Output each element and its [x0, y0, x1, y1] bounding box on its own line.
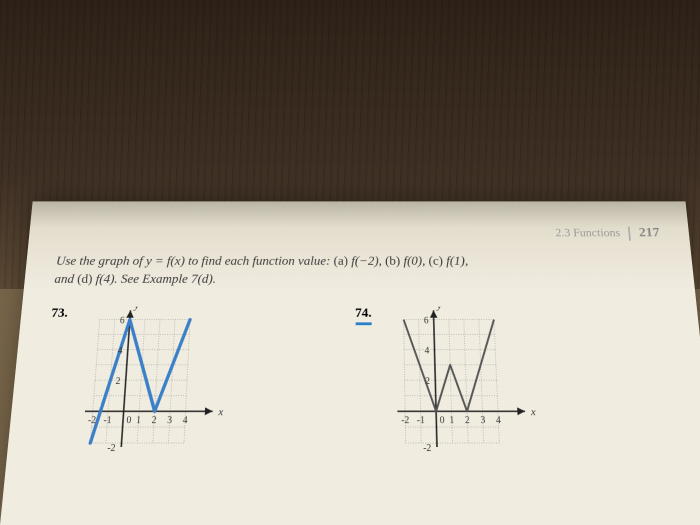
graph-73: -2 -1 0 1 2 3 4 -2 2 4 6	[71, 306, 243, 460]
part-b-value: f(0)	[403, 255, 422, 268]
svg-text:6: 6	[119, 315, 125, 325]
page-number: 217	[638, 226, 660, 240]
part-b-label: (b)	[385, 255, 400, 268]
svg-text:2: 2	[151, 415, 157, 426]
part-c-label: (c)	[428, 255, 443, 268]
svg-text:-2: -2	[423, 442, 431, 453]
header-separator	[628, 227, 631, 241]
svg-text:-2: -2	[401, 415, 409, 426]
instruction-lead: Use the graph of	[56, 255, 147, 268]
instruction-and: and	[54, 273, 78, 287]
svg-text:0: 0	[440, 415, 445, 426]
page-fold-shadow	[30, 201, 688, 227]
svg-text:4: 4	[182, 415, 187, 426]
x-arrow-73	[204, 407, 212, 415]
textbook-page: 2.3 Functions 217 Use the graph of y = f…	[0, 201, 700, 525]
part-c-value: f(1)	[446, 255, 465, 268]
y-arrow-74	[430, 310, 438, 317]
svg-text:1: 1	[135, 415, 141, 426]
x-label-73: x	[217, 406, 223, 418]
problem-73: 73.	[38, 306, 243, 460]
instruction-eq: y = f(x)	[146, 255, 186, 268]
instruction-see: See Example 7(d).	[120, 273, 216, 287]
x-label-74: x	[530, 406, 537, 418]
svg-text:2: 2	[425, 376, 430, 387]
svg-text:6: 6	[424, 315, 429, 325]
section-label: 2.3 Functions	[555, 226, 621, 239]
y-arrow-73	[126, 310, 134, 317]
part-a-label: (a)	[334, 255, 348, 268]
part-d-label: (d)	[77, 273, 93, 287]
svg-text:3: 3	[166, 415, 172, 426]
svg-text:1: 1	[449, 415, 454, 426]
page-header: 2.3 Functions 217	[58, 226, 664, 241]
svg-text:-2: -2	[87, 415, 96, 426]
y-label-73: y	[133, 306, 139, 311]
curve-74	[404, 319, 498, 411]
y-axis-74	[433, 310, 437, 447]
problem-74-number: 74.	[355, 306, 372, 325]
problem-74: 74.	[355, 306, 555, 460]
svg-text:2: 2	[465, 415, 470, 426]
graph-74: -2 -1 0 1 2 3 4 -2 2 4 6	[387, 306, 556, 460]
svg-text:-1: -1	[103, 415, 112, 426]
svg-text:4: 4	[424, 345, 429, 356]
part-a-value: f(−2)	[351, 255, 378, 268]
x-arrow-74	[517, 407, 525, 415]
svg-text:-1: -1	[417, 415, 425, 426]
svg-text:3: 3	[480, 415, 485, 426]
instruction-text: Use the graph of y = f(x) to find each f…	[54, 253, 669, 290]
svg-text:4: 4	[117, 345, 123, 356]
part-d-value: f(4)	[95, 273, 115, 287]
svg-text:4: 4	[496, 415, 501, 426]
svg-text:-2: -2	[106, 442, 115, 453]
svg-text:2: 2	[115, 376, 121, 387]
instruction-mid: to find each function value:	[185, 255, 334, 268]
problems-row: 73.	[38, 306, 686, 460]
svg-text:0: 0	[126, 415, 132, 426]
problem-73-number: 73.	[51, 306, 69, 321]
y-label-74: y	[436, 306, 442, 311]
